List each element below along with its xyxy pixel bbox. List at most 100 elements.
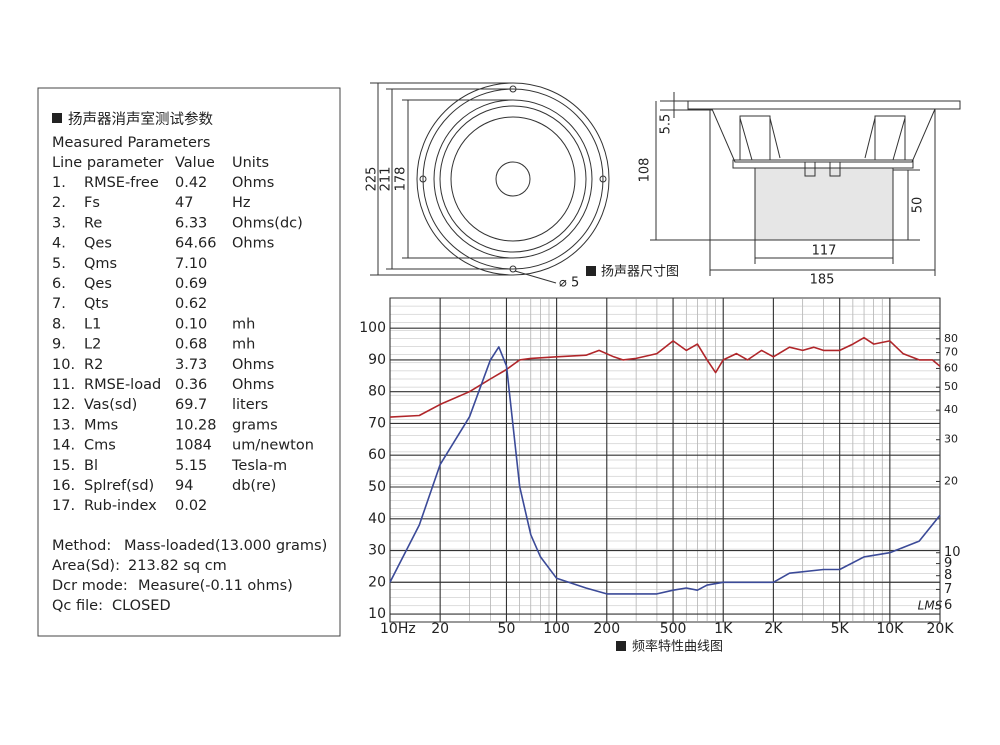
dimension-label: 117 <box>812 244 837 259</box>
table-cell: R2 <box>84 357 103 373</box>
table-cell: 7. <box>52 296 66 312</box>
table-cell: Qts <box>84 296 109 312</box>
x-tick-label: 10K <box>876 621 904 637</box>
panel-frame <box>37 87 341 637</box>
table-cell: Qms <box>84 256 117 272</box>
table-cell: 5.15 <box>175 458 207 474</box>
column-header: Units <box>232 155 269 171</box>
dimension-label: 5.5 <box>659 114 674 135</box>
side-view <box>650 92 961 276</box>
table-cell: 0.36 <box>175 377 207 393</box>
y-tick-label: 40 <box>368 511 386 527</box>
table-cell: Bl <box>84 458 98 474</box>
table-cell: 16. <box>52 478 75 494</box>
y2-tick-label: 10 <box>944 545 961 560</box>
table-cell: 64.66 <box>175 236 217 252</box>
table-cell: 2. <box>52 195 66 211</box>
note-label: Qc file: <box>52 598 103 614</box>
table-cell: Ohms <box>232 357 274 373</box>
y2-tick-label: 7 <box>944 582 952 597</box>
table-cell: Mms <box>84 417 118 433</box>
table-cell: 1. <box>52 175 66 191</box>
table-cell: Splref(sd) <box>84 478 154 494</box>
table-cell: liters <box>232 397 268 413</box>
table-cell: RMSE-load <box>84 377 161 393</box>
table-cell: grams <box>232 417 278 433</box>
chart-caption: 频率特性曲线图 <box>632 639 723 655</box>
bullet <box>586 266 596 276</box>
bullet <box>616 641 626 651</box>
note-label: Area(Sd): <box>52 558 120 574</box>
table-cell: 12. <box>52 397 75 413</box>
dimension-label: 178 <box>394 167 409 192</box>
y2-tick-label: 50 <box>944 380 958 393</box>
table-cell: 14. <box>52 438 75 454</box>
column-header: Value <box>175 155 215 171</box>
table-cell: 9. <box>52 337 66 353</box>
hole-label: ⌀ 5 <box>559 276 579 291</box>
y2-tick-label: 40 <box>944 403 958 416</box>
note-value: CLOSED <box>112 598 171 614</box>
x-tick-label: 500 <box>660 621 687 637</box>
table-cell: Rub-index <box>84 498 157 514</box>
parameter-rows: 1. RMSE-free 0.42 Ohms 2. Fs 47 Hz 3. Re 6.33 Ohms(… <box>52 175 314 514</box>
y-tick-label: 20 <box>368 574 386 590</box>
bullet <box>52 113 62 123</box>
table-cell: Re <box>84 215 102 231</box>
y2-tick-label: 60 <box>944 361 958 374</box>
table-cell: Fs <box>84 195 100 211</box>
y2-tick-label: 80 <box>944 332 958 345</box>
y2-tick-label: 70 <box>944 346 958 359</box>
table-cell: 7.10 <box>175 256 207 272</box>
note-value: 213.82 sq cm <box>128 558 227 574</box>
notes: Method: Mass-loaded(13.000 grams)Area(Sd)… <box>52 538 327 614</box>
table-cell: 0.68 <box>175 337 207 353</box>
x-tick-label: 20 <box>431 621 449 637</box>
table-cell: Ohms <box>232 175 274 191</box>
y-tick-label: 70 <box>368 415 386 431</box>
note-value: Mass-loaded(13.000 grams) <box>124 538 327 554</box>
table-cell: Ohms <box>232 377 274 393</box>
table-cell: 17. <box>52 498 75 514</box>
series-line <box>389 346 941 595</box>
dimension-label: 50 <box>911 197 926 214</box>
table-cell: Qes <box>84 236 112 252</box>
table-cell: 69.7 <box>175 397 207 413</box>
table-cell: Tesla-m <box>231 458 287 474</box>
y-tick-label: 50 <box>368 479 386 495</box>
x-tick-label: 5K <box>831 621 850 637</box>
dimension-label: 211 <box>379 167 394 192</box>
table-cell: 0.69 <box>175 276 207 292</box>
x-tick-label: 200 <box>593 621 620 637</box>
x-tick-label: 10Hz <box>380 621 416 637</box>
note-label: Method: <box>52 538 111 554</box>
table-cell: mh <box>232 337 255 353</box>
y-tick-label: 10 <box>368 606 386 622</box>
x-tick-label: 2K <box>764 621 783 637</box>
table-cell: RMSE-free <box>84 175 159 191</box>
table-cell: 3. <box>52 215 66 231</box>
y2-tick-label: 8 <box>944 568 952 583</box>
table-cell: um/newton <box>232 438 314 454</box>
table-cell: 8. <box>52 316 66 332</box>
y-tick-label: 30 <box>368 543 386 559</box>
chart: 10Hz 20 50 100 200 500 1K 2K 5K 10K 20K 10 20 30 40 50 6… <box>359 298 961 637</box>
y-tick-label: 60 <box>368 447 386 463</box>
table-cell: Hz <box>232 195 251 211</box>
y-tick-label: 100 <box>359 320 386 336</box>
table-cell: 11. <box>52 377 75 393</box>
table-cell: 47 <box>175 195 193 211</box>
x-tick-label: 100 <box>543 621 570 637</box>
note-label: Dcr mode: <box>52 578 128 594</box>
series-line <box>389 336 941 418</box>
table-cell: 3.73 <box>175 357 207 373</box>
column-header: Line parameter <box>52 155 163 171</box>
table-cell: mh <box>232 316 255 332</box>
table-cell: 6. <box>52 276 66 292</box>
y-tick-label: 80 <box>368 384 386 400</box>
table-cell: 13. <box>52 417 75 433</box>
table-cell: 0.42 <box>175 175 207 191</box>
table-cell: Vas(sd) <box>84 397 137 413</box>
table-cell: 10.28 <box>175 417 217 433</box>
drawing-caption: 扬声器尺寸图 <box>601 265 679 280</box>
